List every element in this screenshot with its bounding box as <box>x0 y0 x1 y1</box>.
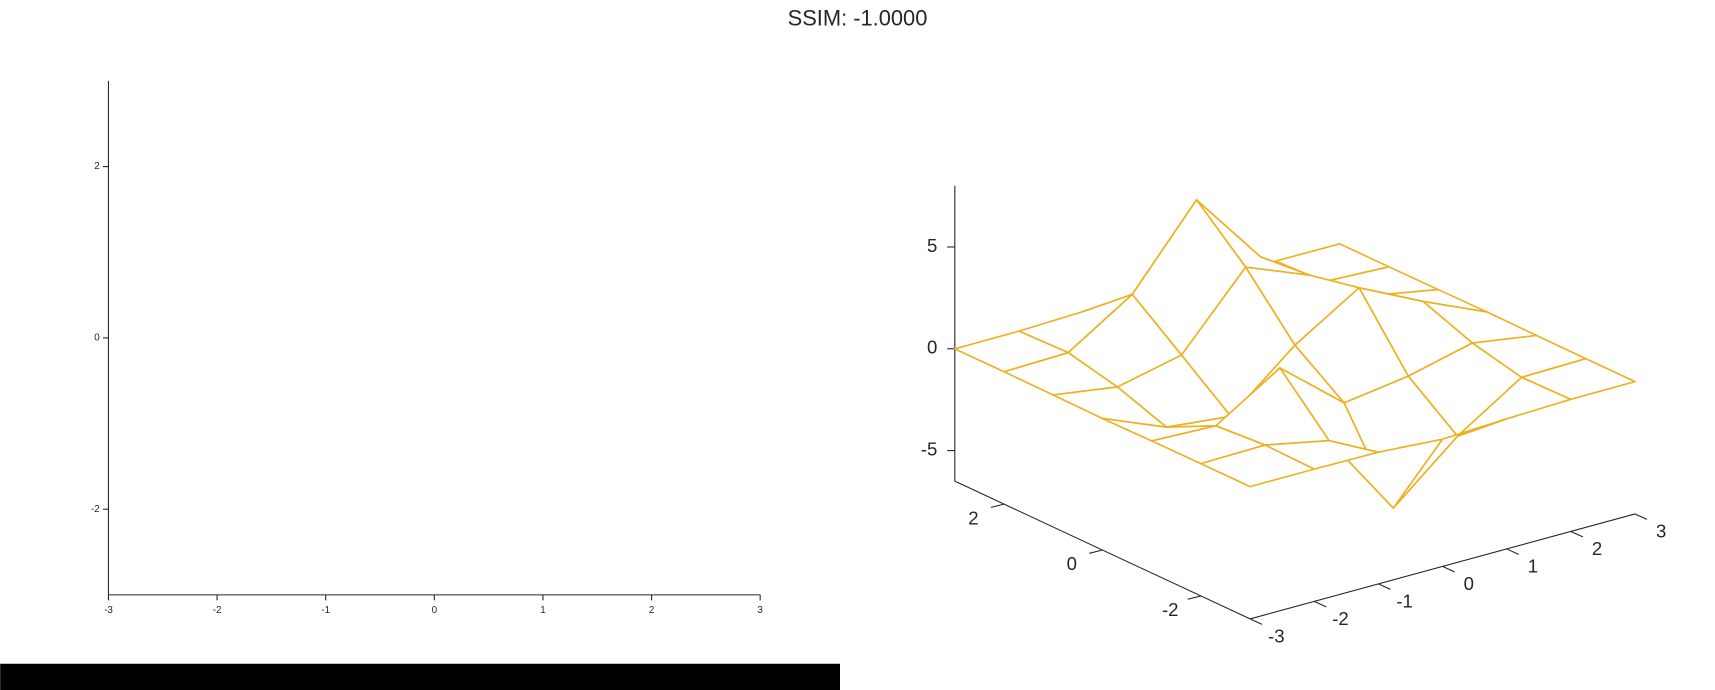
y-tick <box>1187 595 1201 600</box>
x-tick-label: -1 <box>321 605 330 616</box>
y-tick-label: -2 <box>1162 599 1179 620</box>
x-tick-label: 2 <box>1592 538 1602 559</box>
x-tick-label: -3 <box>1268 625 1285 646</box>
x-tick-label: 0 <box>1464 573 1474 594</box>
x-tick <box>1506 548 1519 555</box>
y-tick-label: 2 <box>94 161 99 172</box>
mesh-face <box>1200 444 1316 488</box>
y-tick-label: 0 <box>94 332 100 343</box>
x-tick <box>1313 600 1327 608</box>
z-tick-label: -5 <box>921 439 938 460</box>
x-tick-label: 3 <box>1656 520 1666 541</box>
x-tick-label: 2 <box>649 605 654 616</box>
x-tick-label: -3 <box>104 605 113 616</box>
x-tick-label: -1 <box>1396 590 1413 611</box>
x-tick-label: -2 <box>1332 608 1349 629</box>
x-tick-label: 0 <box>432 605 438 616</box>
z-tick-label: 5 <box>927 235 937 256</box>
black-bar <box>0 663 841 690</box>
x-tick <box>1570 530 1584 538</box>
y-tick <box>1089 549 1103 554</box>
x-tick-label: 1 <box>1528 555 1538 576</box>
x-tick-label: 1 <box>540 605 545 616</box>
z-tick-label: 0 <box>927 337 937 358</box>
x-tick <box>1442 565 1455 573</box>
y-tick-label: 0 <box>1067 553 1077 574</box>
x-tick <box>1249 618 1263 625</box>
y-tick-label: -2 <box>91 504 100 515</box>
x-tick-label: -2 <box>213 605 222 616</box>
figure-title: SSIM: -1.0000 <box>788 5 928 30</box>
y-tick-label: 2 <box>968 507 978 528</box>
x-tick <box>1634 513 1648 520</box>
y-tick <box>990 503 1005 508</box>
x-tick-label: 3 <box>757 605 763 616</box>
x-tick <box>1378 583 1391 590</box>
